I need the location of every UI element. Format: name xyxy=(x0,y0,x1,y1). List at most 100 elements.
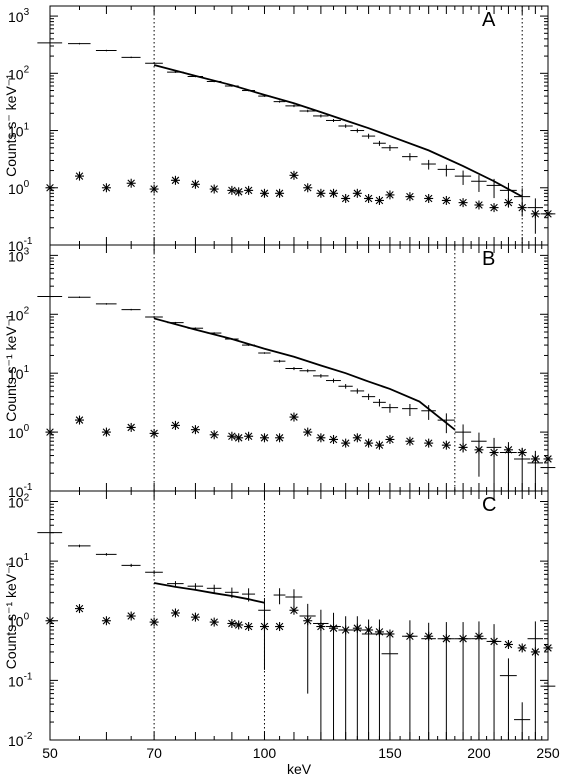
spectrum-point xyxy=(273,588,286,605)
spectrum-point xyxy=(381,144,399,151)
background-point xyxy=(352,433,362,443)
spectrum-point xyxy=(350,388,365,394)
y-tick-label: 102 xyxy=(8,492,30,510)
background-point xyxy=(341,193,351,203)
background-point xyxy=(190,179,200,189)
background-point xyxy=(352,623,362,633)
model-fit-line xyxy=(153,582,265,604)
spectrum-point xyxy=(95,553,117,556)
background-point xyxy=(341,438,351,448)
background-point xyxy=(149,428,159,438)
spectrum-point xyxy=(37,531,63,535)
spectrum-point xyxy=(273,359,286,363)
spectrum-point xyxy=(258,352,271,354)
spectrum-point xyxy=(299,369,316,373)
background-point xyxy=(303,427,313,437)
y-tick-label: 101 xyxy=(8,364,30,382)
background-point xyxy=(530,647,540,657)
background-point xyxy=(209,184,219,194)
spectrum-point xyxy=(273,100,286,103)
background-point xyxy=(244,431,254,441)
spectrum-point xyxy=(206,584,222,593)
background-point xyxy=(329,188,339,198)
spectrum-point xyxy=(381,403,399,413)
spectrum-point xyxy=(326,378,341,383)
background-point xyxy=(424,631,434,641)
background-point xyxy=(385,434,395,444)
panel-b: 10-1 100 101 102 103 B Counts s⁻¹ keV⁻¹ xyxy=(3,244,556,500)
x-axis-label: keV xyxy=(287,761,312,774)
background-point xyxy=(405,436,415,446)
y-axis-label: Counts s⁻¹ keV⁻¹ xyxy=(3,561,19,669)
spectrum-point xyxy=(361,393,376,400)
background-point xyxy=(74,171,84,181)
panel-c: 10-2 10-1 100 101 102 C Counts s⁻¹ keV⁻¹ 50 70 10… xyxy=(3,490,560,774)
background-point xyxy=(474,631,484,641)
spectrum-point xyxy=(121,563,141,567)
background-point xyxy=(149,184,159,194)
background-point xyxy=(517,448,527,458)
spectrum-point xyxy=(372,140,386,146)
background-point xyxy=(259,188,269,198)
model-fit-line xyxy=(153,64,523,198)
background-point xyxy=(170,608,180,618)
spectrum-point xyxy=(313,114,329,118)
background-point xyxy=(170,175,180,185)
spectrum-point xyxy=(187,583,204,590)
panel-label: C xyxy=(482,494,496,516)
spectrum-point xyxy=(402,403,418,417)
spectrum-point xyxy=(471,432,487,477)
spectrum-point xyxy=(499,658,517,740)
background-point xyxy=(126,422,136,432)
y-tick-label: 101 xyxy=(8,122,30,140)
background-point xyxy=(45,616,55,626)
background-point xyxy=(289,170,299,180)
background-point xyxy=(543,454,553,464)
x-tick-label: 250 xyxy=(536,745,560,761)
spectrum-point xyxy=(258,598,271,670)
background-point xyxy=(458,442,468,452)
y-axis-label: Counts s⁻ keV⁻¹ xyxy=(3,74,19,177)
spectrum-point xyxy=(145,316,163,318)
background-point xyxy=(374,195,384,205)
spectrum-point xyxy=(421,159,436,170)
spectrum-point xyxy=(540,668,556,740)
spectrum-point xyxy=(402,153,418,161)
y-tick-label: 100 xyxy=(8,612,30,630)
background-point xyxy=(190,612,200,622)
background-point xyxy=(234,433,244,443)
y-axis-label: Counts s⁻¹ keV⁻¹ xyxy=(3,314,19,422)
background-point xyxy=(364,193,374,203)
background-point xyxy=(405,192,415,202)
background-point xyxy=(530,454,540,464)
panel-label: B xyxy=(482,248,495,270)
background-point xyxy=(517,643,527,653)
background-point xyxy=(374,440,384,450)
background-point xyxy=(489,636,499,646)
spectrum-point xyxy=(299,109,316,113)
spectrum-point xyxy=(37,42,63,44)
background-point xyxy=(316,622,326,632)
spectrum-point xyxy=(350,128,365,133)
background-point xyxy=(503,639,513,649)
background-point xyxy=(489,448,499,458)
background-point xyxy=(126,611,136,621)
background-point xyxy=(45,183,55,193)
spectrum-point xyxy=(338,384,353,389)
panel-label: A xyxy=(482,9,496,31)
background-point xyxy=(517,203,527,213)
background-point xyxy=(543,209,553,219)
y-tick-label: 10-1 xyxy=(8,482,33,500)
y-tick-label: 103 xyxy=(8,246,30,264)
panel-frame xyxy=(49,490,549,741)
spectrum-point xyxy=(145,62,163,64)
spectrum-point xyxy=(37,295,63,298)
background-point xyxy=(458,634,468,644)
x-tick-label: 150 xyxy=(378,745,402,761)
background-point xyxy=(458,198,468,208)
background-point xyxy=(441,195,451,205)
spectrum-point xyxy=(471,175,487,192)
y-tick-label: 102 xyxy=(8,64,30,82)
